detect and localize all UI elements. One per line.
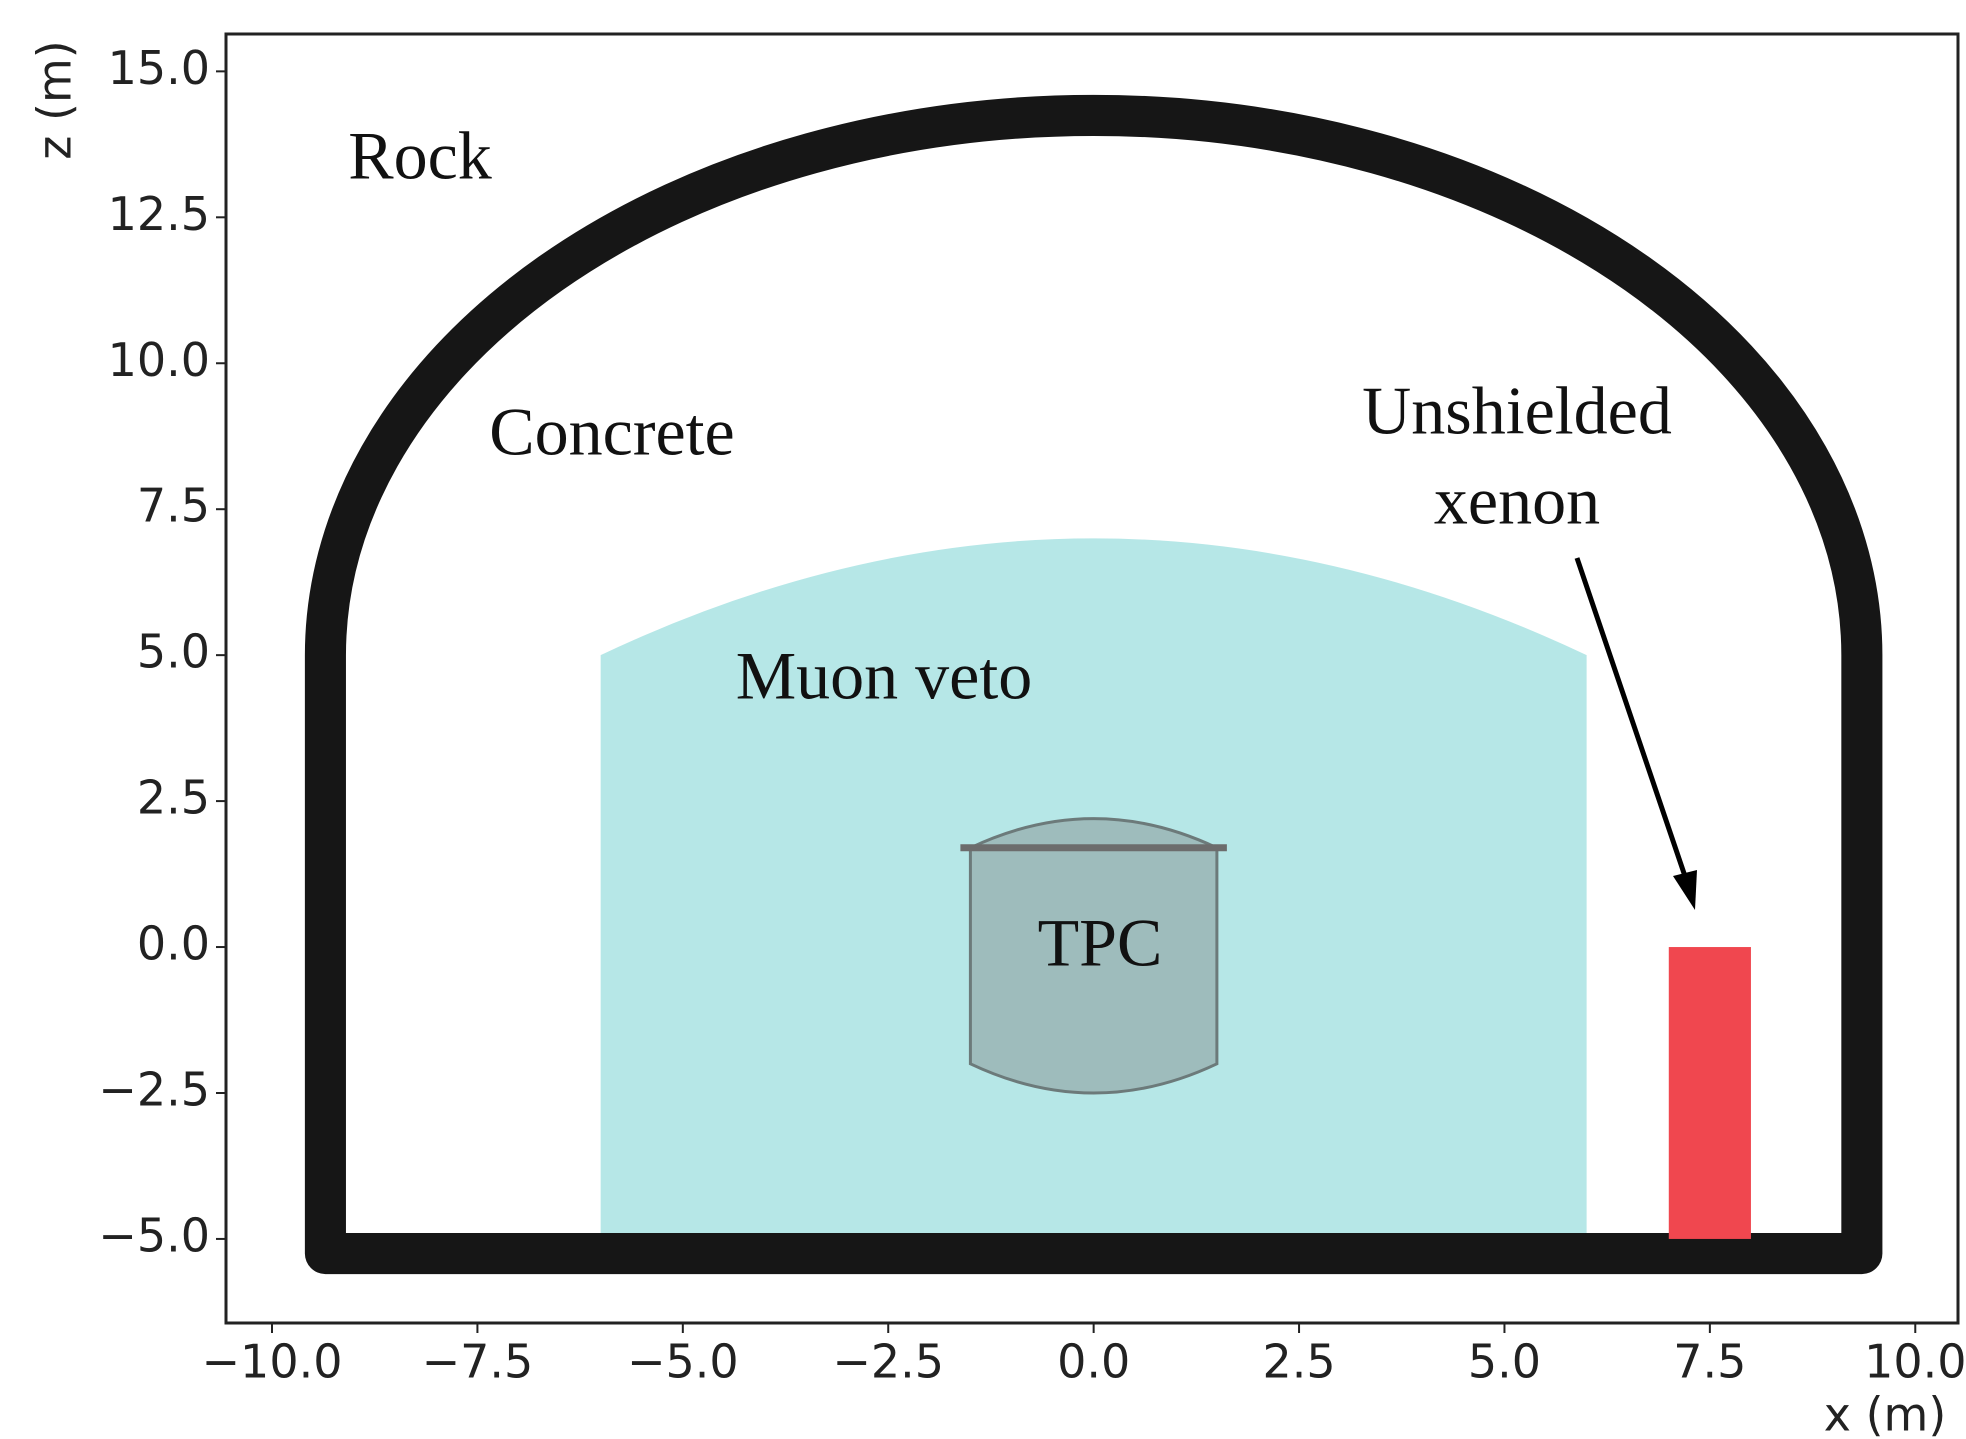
y-tick-label: 2.5 — [137, 771, 210, 825]
arrow-head — [1673, 870, 1697, 910]
y-tick-label: 15.0 — [108, 41, 210, 95]
annotation: TPC — [1038, 905, 1163, 981]
y-tick-label: 12.5 — [108, 187, 210, 241]
y-tick-label: 0.0 — [137, 917, 210, 971]
x-tick-label: 10.0 — [1864, 1335, 1966, 1389]
annotation: xenon — [1434, 463, 1600, 539]
y-tick-label: 7.5 — [137, 479, 210, 533]
y-tick-label: −5.0 — [98, 1208, 210, 1262]
y-tick-label: 5.0 — [137, 625, 210, 679]
annotation: Rock — [348, 118, 492, 194]
y-axis-label: z (m) — [28, 40, 82, 159]
y-tick-label: 10.0 — [108, 333, 210, 387]
x-tick-label: 7.5 — [1673, 1335, 1746, 1389]
annotation: Muon veto — [736, 638, 1033, 714]
chart: x (m) z (m) −10.0 −7.5 −5.0 −2.5 0.0 2.5 5.0 7.… — [0, 0, 1966, 1439]
xenon — [1669, 947, 1751, 1239]
x-tick-label: 5.0 — [1468, 1335, 1541, 1389]
arrow — [1577, 558, 1689, 888]
annotation: Concrete — [489, 394, 734, 470]
x-tick-label: −7.5 — [422, 1335, 534, 1389]
x-tick-label: 2.5 — [1262, 1335, 1335, 1389]
x-tick-label: −5.0 — [627, 1335, 739, 1389]
x-axis-label: x (m) — [1824, 1388, 1947, 1439]
y-tick-label: −2.5 — [98, 1062, 210, 1116]
annotation: Unshielded — [1362, 373, 1672, 449]
page: x (m) z (m) −10.0 −7.5 −5.0 −2.5 0.0 2.5 5.0 7.… — [0, 0, 1966, 1439]
x-tick-label: 0.0 — [1057, 1335, 1130, 1389]
x-tick-label: −10.0 — [202, 1335, 343, 1389]
x-tick-label: −2.5 — [832, 1335, 944, 1389]
